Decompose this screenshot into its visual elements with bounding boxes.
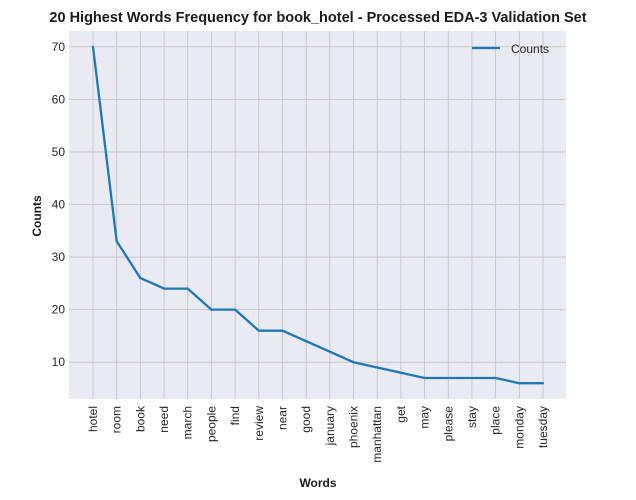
x-tick-label: stay [465,406,479,428]
x-tick-label: people [204,406,218,442]
x-tick-label: need [157,406,171,433]
y-tick-label: 10 [52,355,66,369]
data-point [91,45,95,48]
x-tick-label: find [228,406,242,425]
data-point [162,287,166,290]
legend: Counts [472,42,549,56]
data-point [115,240,118,243]
series-group [91,45,545,385]
data-point [186,287,189,290]
x-axis-label: Words [299,476,336,490]
x-tick-label: near [275,406,289,430]
data-point [210,308,213,311]
x-tick-label: good [299,406,313,433]
data-point [494,376,497,380]
y-tick-labels: 10 20 30 40 50 60 70 [52,40,66,369]
x-tick-label: manhattan [370,406,384,463]
data-point [376,366,379,369]
x-tick-label: may [418,406,432,429]
data-point [328,350,331,353]
data-point [470,376,474,380]
x-tick-label: monday [512,406,526,449]
y-tick-label: 60 [52,92,66,106]
data-point [352,361,355,364]
y-tick-label: 70 [52,40,66,54]
legend-label: Counts [511,42,549,56]
x-tick-labels: hotel room book need march people find review ne… [86,405,550,463]
y-tick-label: 50 [52,145,66,159]
data-point [305,340,308,343]
y-tick-label: 30 [52,250,66,264]
data-point [399,371,402,374]
y-axis-label: Counts [30,195,44,237]
grid-lines [69,31,566,399]
x-tick-label: please [441,406,455,442]
data-point [518,382,521,385]
y-tick-label: 20 [52,303,66,317]
x-tick-label: place [489,406,503,435]
x-tick-label: tuesday [536,406,550,448]
data-point [281,329,284,332]
series-line-counts [91,46,543,385]
data-point [541,382,545,385]
x-tick-label: book [133,405,147,432]
x-tick-label: january [323,406,337,446]
plot-area [69,31,566,399]
x-tick-label: march [181,406,195,439]
y-tick-label: 40 [52,197,66,211]
x-tick-label: hotel [86,406,100,432]
chart-title: 20 Highest Words Frequency for book_hote… [49,10,586,26]
x-tick-label: room [110,406,124,433]
x-tick-label: review [252,406,266,441]
data-point [234,308,237,311]
data-point [257,329,260,332]
data-point [423,376,426,380]
x-tick-label: phoenix [347,406,361,448]
x-tick-label: get [394,405,408,422]
data-point [447,376,450,380]
data-point [139,276,142,280]
